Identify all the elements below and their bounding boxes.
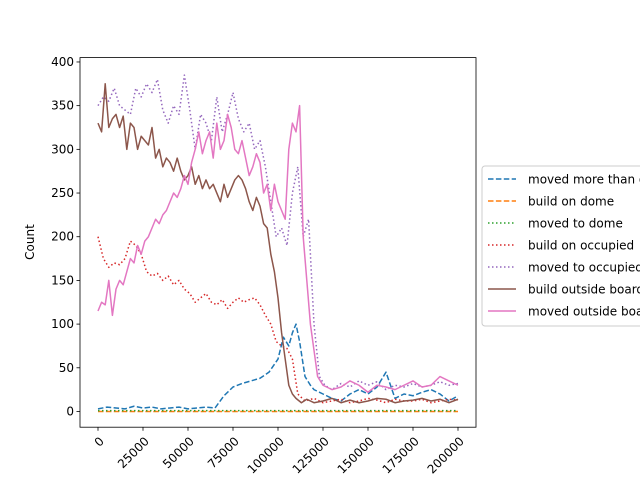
y-tick-label: 50 — [59, 361, 74, 375]
legend-label-moved-more-than-one: moved more than one — [528, 173, 640, 187]
legend-label-moved-to-occupied: moved to occupied — [528, 261, 640, 275]
y-tick-label: 150 — [51, 273, 74, 287]
series-line-moved-outside-board — [97, 104, 459, 393]
series-line-moved-more-than-one — [97, 323, 459, 410]
legend-label-moved-to-dome: moved to dome — [528, 217, 623, 231]
y-tick-label: 250 — [51, 186, 74, 200]
x-tick-label: 25000 — [115, 434, 152, 471]
y-tick-label: 400 — [51, 55, 74, 69]
y-tick-label: 300 — [51, 142, 74, 156]
series-line-build-outside-board — [97, 83, 459, 404]
series-line-build-on-occupied — [97, 236, 459, 404]
x-tick-label: 125000 — [290, 434, 332, 476]
legend-label-build-outside-board: build outside board — [528, 283, 640, 297]
series-layer — [97, 74, 459, 413]
legend-label-moved-outside-board: moved outside board — [528, 305, 640, 319]
y-tick-label: 350 — [51, 99, 74, 113]
y-axis-label: Count — [23, 224, 37, 260]
y-axis: 0 50 100 150 200 250 300 350 400 — [51, 55, 80, 418]
series-line-moved-to-occupied — [97, 74, 459, 391]
x-tick-label: 75000 — [205, 434, 242, 471]
y-tick-label: 0 — [66, 404, 74, 418]
x-tick-label: 150000 — [335, 434, 377, 476]
legend-label-build-on-dome: build on dome — [528, 195, 614, 209]
x-axis: 0 25000 50000 75000 100000 125000 150000 175000… — [92, 427, 467, 477]
y-tick-label: 100 — [51, 317, 74, 331]
x-tick-label: 175000 — [380, 434, 422, 476]
y-tick-label: 200 — [51, 230, 74, 244]
legend-box — [481, 165, 640, 327]
x-tick-label: 50000 — [160, 434, 197, 471]
plot-area — [80, 57, 476, 428]
x-tick-label: 0 — [92, 434, 107, 449]
x-tick-label: 200000 — [425, 434, 467, 476]
legend: moved more than one build on dome moved to… — [481, 165, 640, 327]
legend-label-build-on-occupied: build on occupied — [528, 239, 634, 253]
x-tick-label: 100000 — [245, 434, 287, 476]
